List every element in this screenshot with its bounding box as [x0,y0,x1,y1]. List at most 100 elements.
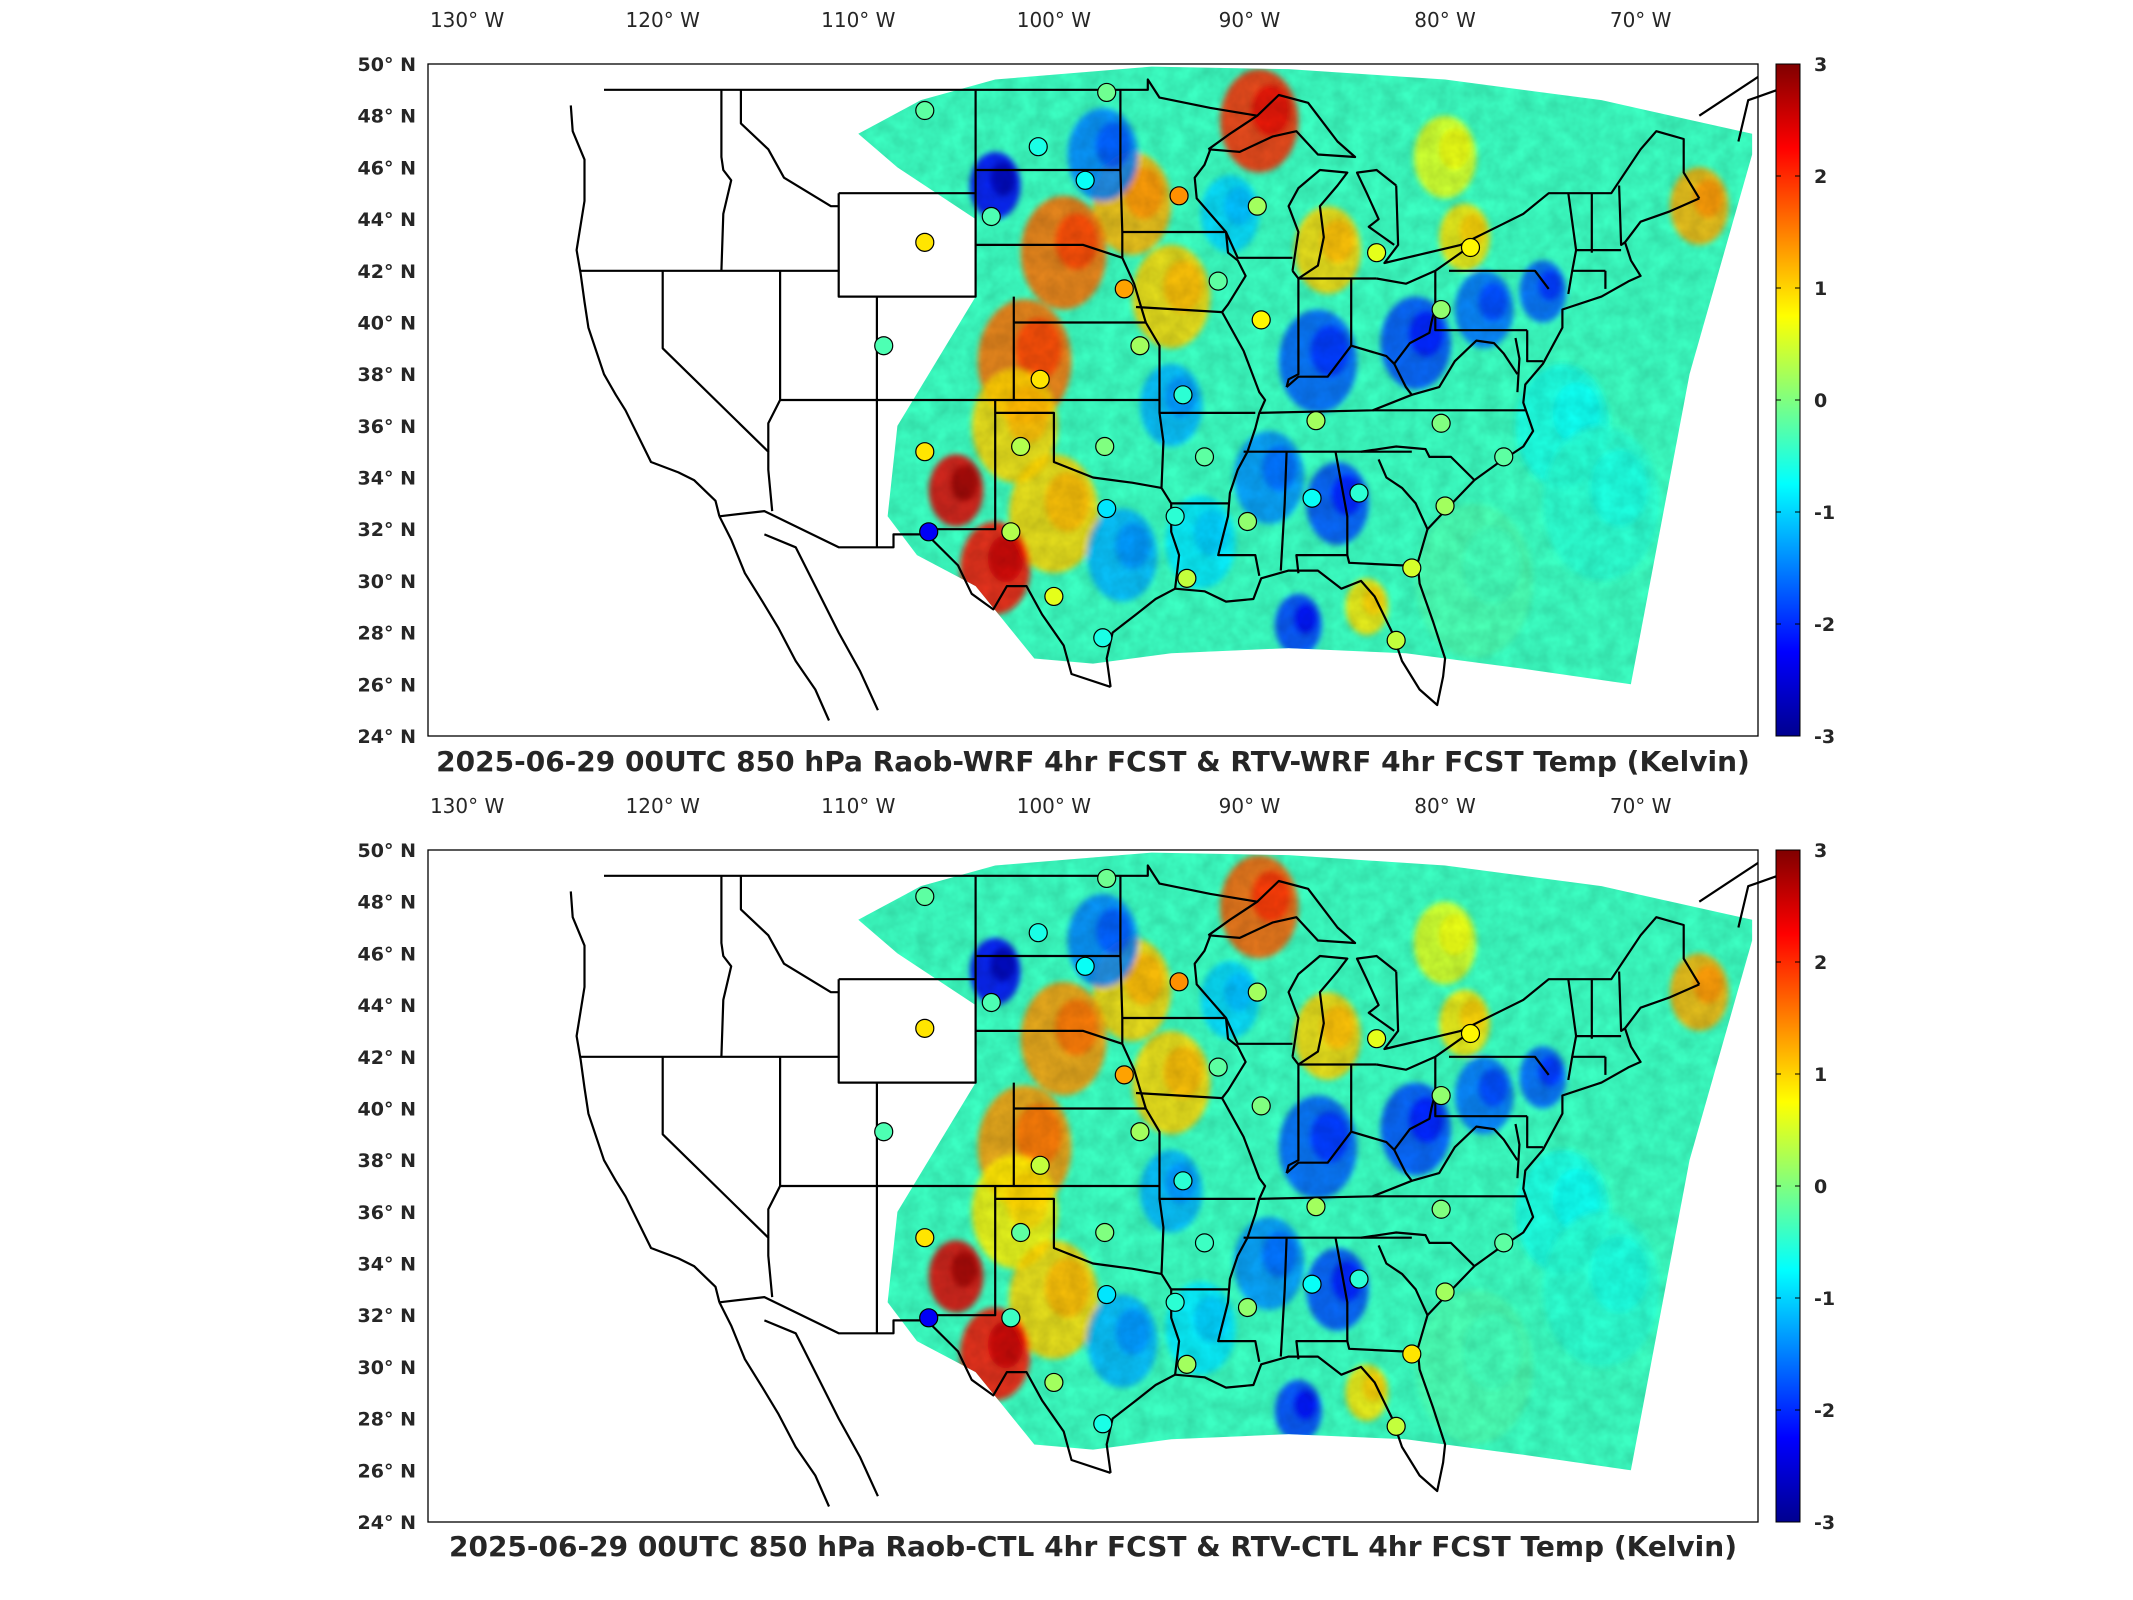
raob-marker [1095,436,1115,457]
raob-marker [915,100,935,121]
lat-tick-label: 24° N [358,1512,416,1534]
lat-tick-label: 38° N [358,1150,416,1172]
lat-tick-label: 32° N [358,1305,416,1327]
raob-marker [1386,1416,1406,1436]
raob-marker [1402,1344,1422,1364]
lat-tick-label: 42° N [358,261,416,283]
raob-marker [1306,411,1326,431]
longitude-labels: 130° W 120° W 110° W 100° W 90° W 80° W 70° W [430,8,1672,32]
raob-marker [1431,299,1451,320]
raob-marker [874,336,894,356]
raob-marker [1044,1372,1064,1393]
lon-tick-label: 70° W [1610,794,1672,818]
lat-tick-label: 48° N [358,892,416,914]
raob-marker [1367,1029,1387,1049]
colorbar: 3 2 1 0 -1 -2 -3 [1775,840,1835,1534]
raob-marker [1114,1065,1134,1085]
raob-station-markers [874,82,1514,650]
colorbar-tick-label: 3 [1814,840,1827,862]
lat-tick-label: 34° N [358,468,416,490]
raob-marker [1030,369,1050,389]
raob-marker [1194,447,1215,467]
lat-tick-label: 48° N [358,106,416,128]
raob-marker [1095,1222,1115,1243]
raob-marker [1173,385,1193,405]
colorbar-tick-label: 1 [1814,278,1827,300]
temperature-difference-field [858,852,1753,1471]
lat-tick-label: 36° N [358,416,416,438]
raob-marker [1494,1233,1514,1253]
lon-tick-label: 80° W [1414,8,1476,32]
raob-marker [1169,186,1189,206]
raob-marker [1435,496,1455,516]
colorbar-tick-label: 0 [1814,390,1827,412]
raob-marker [1130,336,1150,356]
colorbar-tick-label: -3 [1814,726,1835,748]
political-borders [569,861,1778,1507]
raob-marker [1097,82,1117,103]
raob-marker [1367,243,1387,263]
raob-marker [1001,1308,1021,1328]
raob-marker [1349,1269,1369,1289]
raob-marker [1093,1414,1113,1434]
colorbar-tick-label: -1 [1814,1288,1835,1310]
raob-marker [1494,447,1514,467]
map-panel-raob-ctl: 130° W 120° W 110° W 100° W 90° W 80° W 70° W … [358,794,1836,1534]
colorbar-tick-label: -1 [1814,502,1835,524]
longitude-labels: 130° W 120° W 110° W 100° W 90° W 80° W 70° W [430,794,1672,818]
raob-marker [915,232,935,252]
raob-marker [1302,488,1322,508]
raob-marker [1251,310,1271,330]
colorbar-tick-label: 1 [1814,1064,1827,1086]
raob-marker [1177,568,1197,588]
raob-marker [915,442,935,462]
lat-tick-label: 24° N [358,726,416,748]
lat-tick-label: 28° N [358,1409,416,1431]
lon-tick-label: 130° W [430,794,505,818]
raob-marker [1460,1023,1481,1044]
lat-tick-label: 38° N [358,364,416,386]
raob-marker [1165,1292,1185,1312]
raob-marker [1237,511,1258,532]
map-panel-raob-wrf: 130° W 120° W 110° W 100° W 90° W 80° W 70° W … [358,8,1836,748]
raob-marker [1402,558,1422,578]
lat-tick-label: 32° N [358,519,416,541]
lon-tick-label: 100° W [1017,794,1092,818]
lon-tick-label: 90° W [1219,8,1281,32]
raob-marker [1208,271,1228,291]
raob-marker [1165,506,1185,526]
raob-marker [1460,237,1481,258]
lat-tick-label: 42° N [358,1047,416,1069]
lon-tick-label: 130° W [430,8,505,32]
lon-tick-label: 110° W [821,794,896,818]
raob-marker [1194,1233,1215,1253]
lat-tick-label: 28° N [358,623,416,645]
lat-tick-label: 50° N [358,54,416,76]
raob-marker [981,992,1001,1013]
raob-marker [1097,498,1117,519]
lat-tick-label: 46° N [358,943,416,965]
raob-marker [919,1308,939,1328]
raob-marker [1208,1057,1228,1077]
lat-tick-label: 44° N [358,209,416,231]
raob-marker [915,1018,935,1038]
panel-title-raob-ctl: 2025-06-29 00UTC 850 hPa Raob-CTL 4hr FC… [448,1530,1737,1563]
lat-tick-label: 40° N [358,312,416,334]
raob-marker [1435,1282,1455,1302]
panel-title-raob-wrf: 2025-06-29 00UTC 850 hPa Raob-WRF 4hr FC… [436,745,1750,778]
lat-tick-label: 44° N [358,995,416,1017]
raob-marker [1237,1297,1258,1318]
raob-marker [1030,1155,1050,1175]
raob-marker [1001,522,1021,542]
raob-marker [1251,1096,1271,1116]
raob-marker [1075,170,1095,190]
lat-tick-label: 46° N [358,157,416,179]
lon-tick-label: 80° W [1414,794,1476,818]
colorbar: 3 2 1 0 -1 -2 -3 [1775,54,1835,748]
lon-tick-label: 90° W [1219,794,1281,818]
raob-marker [1075,956,1095,976]
raob-marker [1011,1222,1031,1243]
lon-tick-label: 100° W [1017,8,1092,32]
raob-marker [1349,483,1369,503]
